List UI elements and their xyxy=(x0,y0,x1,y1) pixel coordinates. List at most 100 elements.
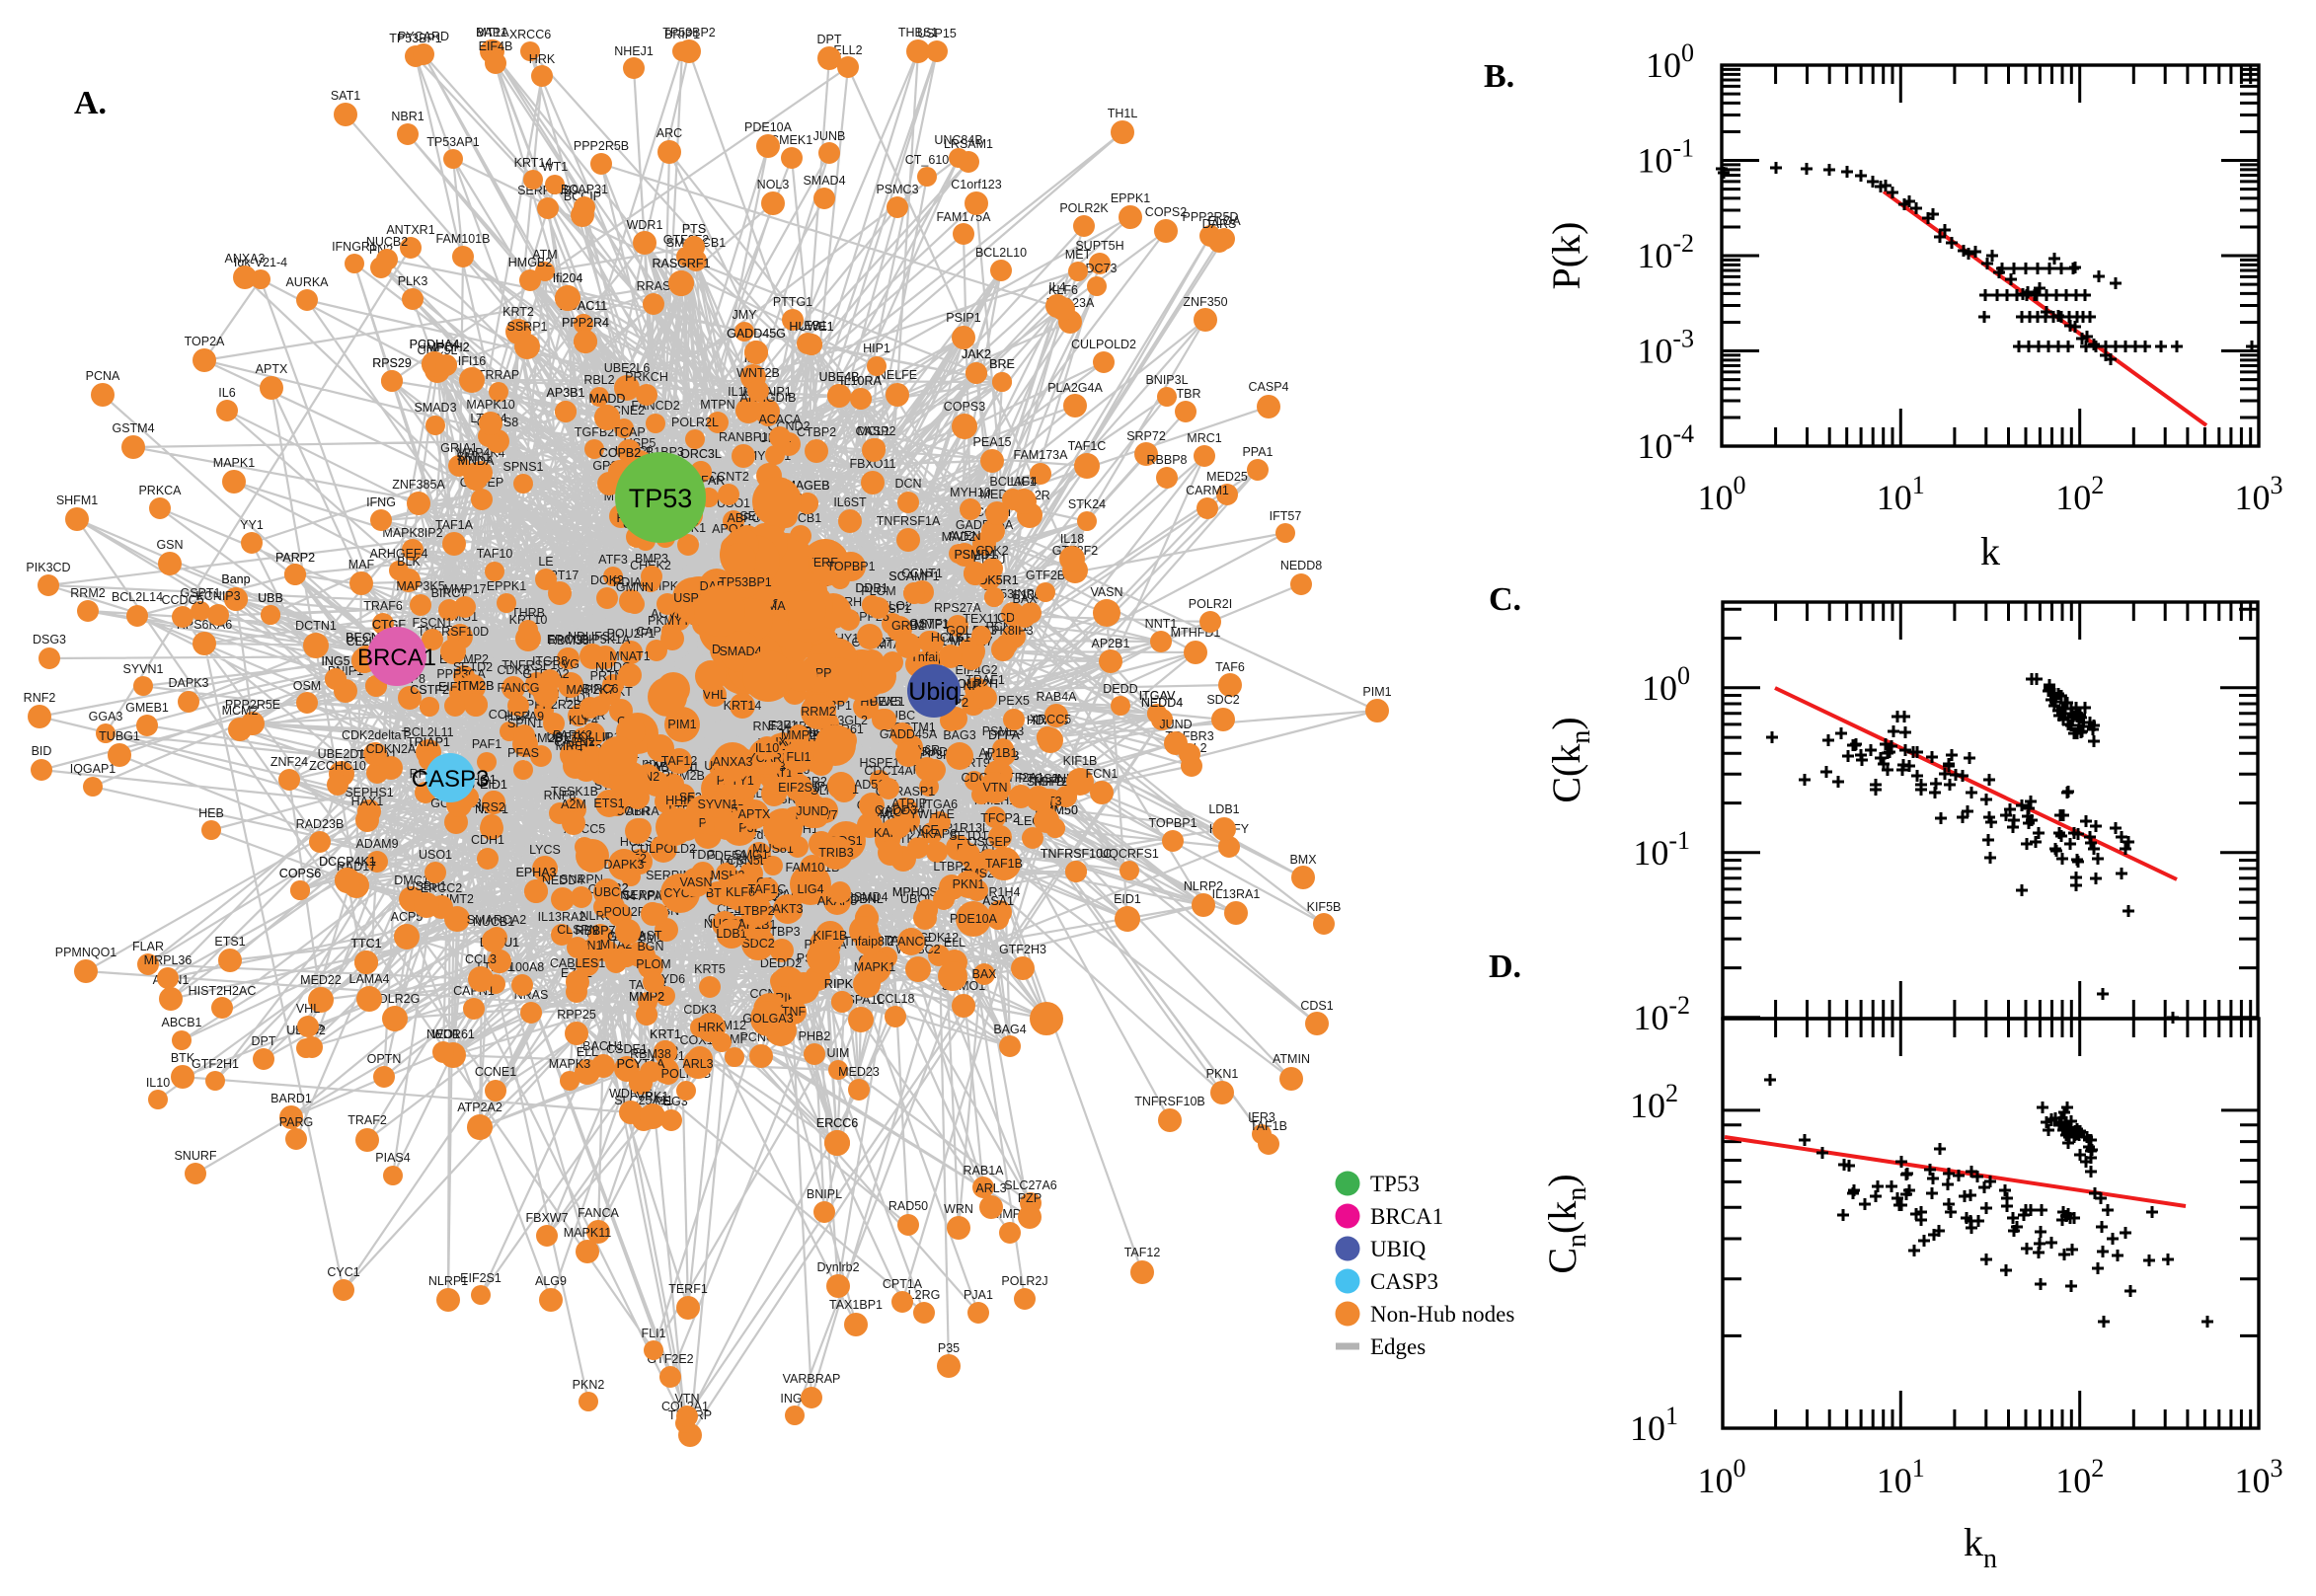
svg-text:KCNIP3: KCNIP3 xyxy=(195,589,240,603)
svg-text:DBNL: DBNL xyxy=(850,892,883,906)
svg-text:RPS27A: RPS27A xyxy=(934,601,982,615)
svg-text:IFNG: IFNG xyxy=(366,495,396,509)
svg-text:UIM: UIM xyxy=(827,1046,850,1060)
svg-text:FCN1: FCN1 xyxy=(1086,767,1119,781)
svg-text:BAP1: BAP1 xyxy=(476,26,507,39)
svg-text:NOL3: NOL3 xyxy=(757,178,790,191)
svg-text:OPTN: OPTN xyxy=(367,1052,402,1066)
svg-text:ATP2A2: ATP2A2 xyxy=(457,1101,502,1114)
svg-text:RPP25: RPP25 xyxy=(557,1008,596,1022)
svg-text:PARP2: PARP2 xyxy=(275,551,315,565)
svg-text:AP3B1: AP3B1 xyxy=(547,386,585,400)
svg-text:IFT57: IFT57 xyxy=(1270,509,1302,523)
svg-text:FANCA: FANCA xyxy=(578,1206,619,1220)
svg-text:GOLGA3: GOLGA3 xyxy=(742,1012,793,1026)
svg-text:PPP2R5B: PPP2R5B xyxy=(574,139,629,153)
svg-text:PEX5: PEX5 xyxy=(998,694,1030,708)
svg-text:UBE4B: UBE4B xyxy=(819,370,860,384)
svg-text:IL13RA2: IL13RA2 xyxy=(538,910,586,924)
svg-text:PIK3CD: PIK3CD xyxy=(26,561,70,574)
svg-text:PLK3: PLK3 xyxy=(398,274,428,288)
svg-text:SMARCA2: SMARCA2 xyxy=(467,913,526,927)
svg-text:TUBG1: TUBG1 xyxy=(99,729,140,743)
svg-text:PPA1: PPA1 xyxy=(1242,445,1273,459)
svg-text:CCNT2: CCNT2 xyxy=(708,470,749,484)
svg-text:LE: LE xyxy=(538,555,553,569)
svg-text:BAG3: BAG3 xyxy=(943,728,975,742)
svg-text:IL10RA: IL10RA xyxy=(840,374,882,388)
svg-text:ATMIN: ATMIN xyxy=(1273,1052,1310,1066)
svg-text:KLF6: KLF6 xyxy=(726,885,755,899)
svg-text:UBE2L6: UBE2L6 xyxy=(604,361,651,375)
svg-text:KRT1: KRT1 xyxy=(650,1027,681,1041)
svg-text:IL6ST: IL6ST xyxy=(833,495,867,509)
svg-text:HMGB2: HMGB2 xyxy=(508,256,553,269)
svg-text:TAF1A: TAF1A xyxy=(435,518,474,532)
svg-text:TNFRSF10C: TNFRSF10C xyxy=(1041,847,1112,861)
svg-text:GADD45G: GADD45G xyxy=(727,327,786,341)
svg-text:CCL18: CCL18 xyxy=(877,992,915,1006)
svg-text:DCCP4K1: DCCP4K1 xyxy=(319,855,376,869)
svg-text:TOPBP1: TOPBP1 xyxy=(1148,816,1197,830)
svg-text:TH1L: TH1L xyxy=(1108,107,1138,120)
svg-text:TP53BP2: TP53BP2 xyxy=(662,26,716,39)
svg-text:BCL2L11: BCL2L11 xyxy=(403,725,453,739)
svg-text:KRT10: KRT10 xyxy=(509,613,548,627)
svg-text:COBRA1: COBRA1 xyxy=(615,804,665,818)
svg-text:UBB: UBB xyxy=(258,591,283,605)
svg-text:P35: P35 xyxy=(938,1341,960,1355)
svg-text:HSPE1: HSPE1 xyxy=(860,756,900,770)
svg-text:UBC: UBC xyxy=(594,885,620,899)
svg-text:NEDD4: NEDD4 xyxy=(542,874,583,887)
svg-text:GSPT1: GSPT1 xyxy=(181,586,221,600)
svg-text:COPS3: COPS3 xyxy=(944,400,985,414)
svg-text:MT1A: MT1A xyxy=(476,26,509,39)
svg-text:CLSPN: CLSPN xyxy=(557,923,598,937)
svg-text:BCAP31: BCAP31 xyxy=(561,183,608,196)
svg-text:PEX5: PEX5 xyxy=(870,695,901,709)
svg-text:RNF2: RNF2 xyxy=(24,691,56,705)
svg-text:TRIAP1: TRIAP1 xyxy=(407,735,450,749)
svg-text:TOP2A: TOP2A xyxy=(185,335,225,348)
svg-text:RIPK1: RIPK1 xyxy=(824,977,860,991)
svg-text:TRAF6: TRAF6 xyxy=(363,599,403,613)
svg-text:SEPHS1: SEPHS1 xyxy=(345,786,393,799)
svg-text:POLR2L: POLR2L xyxy=(671,416,719,429)
svg-text:LAMA4: LAMA4 xyxy=(349,972,390,986)
svg-text:WDR1: WDR1 xyxy=(627,218,663,232)
svg-text:CDKN2A: CDKN2A xyxy=(366,742,417,756)
svg-text:SSRP1: SSRP1 xyxy=(507,320,548,334)
svg-text:GTF2H3: GTF2H3 xyxy=(999,943,1046,956)
svg-text:VHL: VHL xyxy=(296,1002,320,1016)
svg-text:TAF1C: TAF1C xyxy=(1068,439,1107,453)
svg-text:IL6: IL6 xyxy=(218,386,235,400)
svg-text:TP53BP1: TP53BP1 xyxy=(389,32,442,45)
svg-text:GRB2: GRB2 xyxy=(891,619,925,633)
svg-text:AP3B1: AP3B1 xyxy=(547,386,585,400)
svg-text:KLF6: KLF6 xyxy=(1048,283,1078,297)
svg-text:BMP3: BMP3 xyxy=(635,552,668,566)
svg-text:ACACA: ACACA xyxy=(758,413,802,426)
svg-text:XRCC6: XRCC6 xyxy=(509,28,551,41)
svg-text:FBXW7: FBXW7 xyxy=(525,1211,568,1225)
svg-text:UQCRFS1: UQCRFS1 xyxy=(1100,847,1159,861)
svg-text:LDB1: LDB1 xyxy=(716,927,746,941)
svg-text:FAM173A: FAM173A xyxy=(1014,448,1069,462)
svg-text:HUWE1: HUWE1 xyxy=(789,320,833,334)
svg-text:PIM1: PIM1 xyxy=(1362,685,1391,699)
svg-text:L2RG: L2RG xyxy=(908,1288,941,1302)
svg-text:DOK2: DOK2 xyxy=(590,573,624,587)
svg-text:DARS: DARS xyxy=(1202,217,1237,231)
svg-text:TCAP: TCAP xyxy=(612,425,645,439)
svg-text:AVEN: AVEN xyxy=(948,529,980,543)
svg-text:PAF1: PAF1 xyxy=(472,737,502,751)
svg-text:ITM2B: ITM2B xyxy=(458,679,495,693)
svg-text:VASN: VASN xyxy=(679,875,712,889)
svg-text:10-2: 10-2 xyxy=(1633,991,1690,1037)
svg-text:SMN1: SMN1 xyxy=(457,450,492,464)
svg-text:CPT1A: CPT1A xyxy=(883,1277,923,1291)
svg-text:SMAD3: SMAD3 xyxy=(414,401,456,415)
svg-text:EPHA3: EPHA3 xyxy=(516,866,557,879)
svg-text:USP15: USP15 xyxy=(917,27,957,40)
svg-text:CSN5L2: CSN5L2 xyxy=(727,854,773,868)
